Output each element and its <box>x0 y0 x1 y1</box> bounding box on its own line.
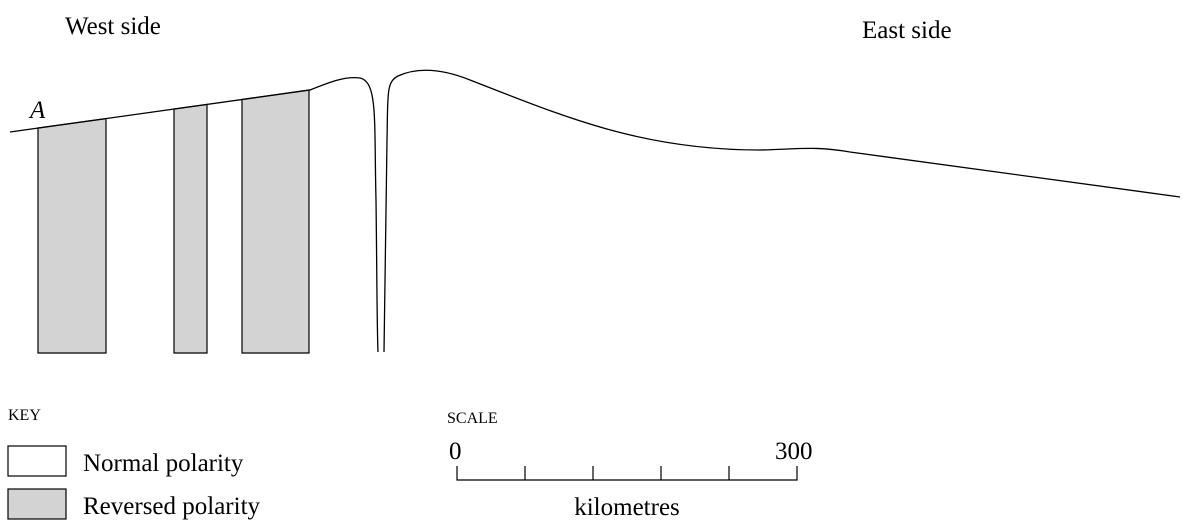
sea-floor-profile <box>9 69 1181 353</box>
reversed-strip <box>173 103 208 354</box>
key-label: Reversed polarity <box>83 493 261 520</box>
key-swatch-reversed <box>7 488 67 520</box>
scale-start: 0 <box>449 438 462 465</box>
east-label: East side <box>862 17 952 44</box>
point-label: A <box>28 97 46 124</box>
scale-unit: kilometres <box>574 494 680 521</box>
scale-title: SCALE <box>447 410 498 427</box>
key-swatch-normal <box>7 445 67 477</box>
scale-bar <box>456 466 798 481</box>
reversed-strip <box>37 117 107 354</box>
scale-end: 300 <box>775 438 813 465</box>
key-title: KEY <box>8 407 41 424</box>
key-label: Normal polarity <box>83 450 244 477</box>
west-label: West side <box>65 13 161 40</box>
reversed-strip <box>241 89 310 354</box>
